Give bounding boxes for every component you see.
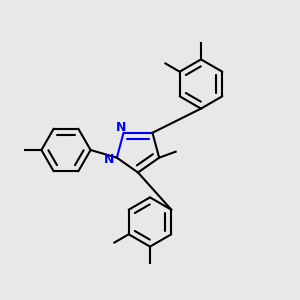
Text: N: N <box>116 121 126 134</box>
Text: N: N <box>104 153 115 166</box>
